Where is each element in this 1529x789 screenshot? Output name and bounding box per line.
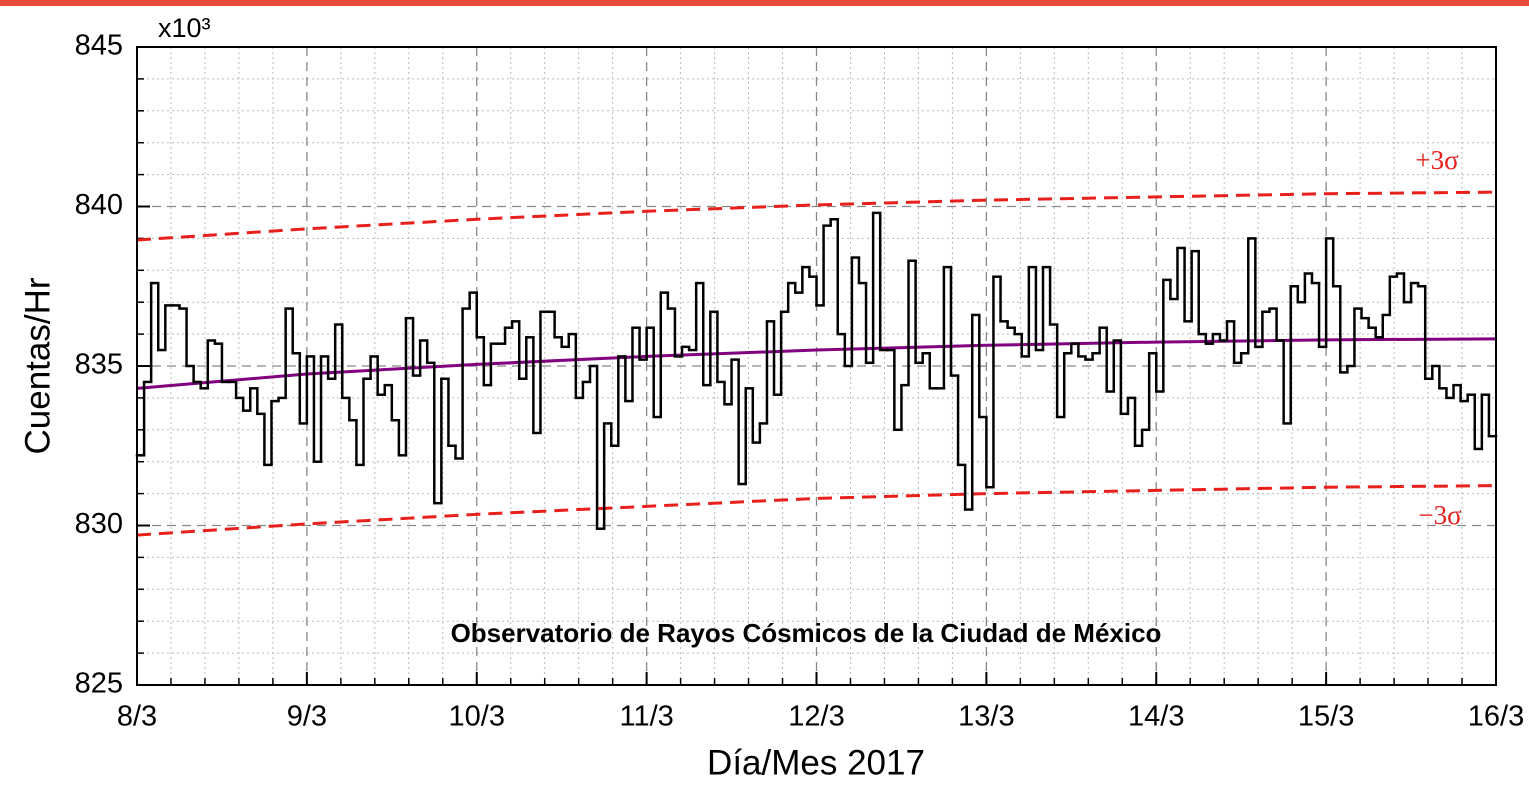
top-bar [0,0,1529,6]
sigma-line [136,190,1497,242]
x-tick-label: 10/3 [449,701,505,733]
x-tick-label: 15/3 [1298,701,1354,733]
trend-line [136,337,1497,390]
annotation: +3σ [1415,145,1459,175]
annotation: −3σ [1418,500,1462,530]
x-tick-label: 8/3 [117,701,157,733]
y-tick-label: 840 [75,189,123,221]
plot-frame [136,46,1497,686]
y-tick-label: 845 [75,30,123,62]
x-tick-label: 16/3 [1468,701,1524,733]
marks [135,190,1498,537]
sigma-line [136,484,1497,537]
x-axis-title: Día/Mes 2017 [707,743,925,782]
y-tick-label: 835 [75,349,123,381]
y-tick-label: 830 [75,508,123,540]
x-tick-label: 11/3 [619,701,673,733]
grid [136,46,1497,686]
y-multiplier: x10³ [158,13,211,43]
y-axis-title: Cuentas/Hr [18,277,57,454]
x-tick-label: 12/3 [788,701,844,733]
inner-title: Observatorio de Rayos Cósmicos de la Ciu… [451,618,1162,648]
x-tick-label: 14/3 [1128,701,1184,733]
x-tick-label: 9/3 [287,701,327,733]
y-tick-label: 825 [75,668,123,700]
x-tick-label: 13/3 [958,701,1014,733]
